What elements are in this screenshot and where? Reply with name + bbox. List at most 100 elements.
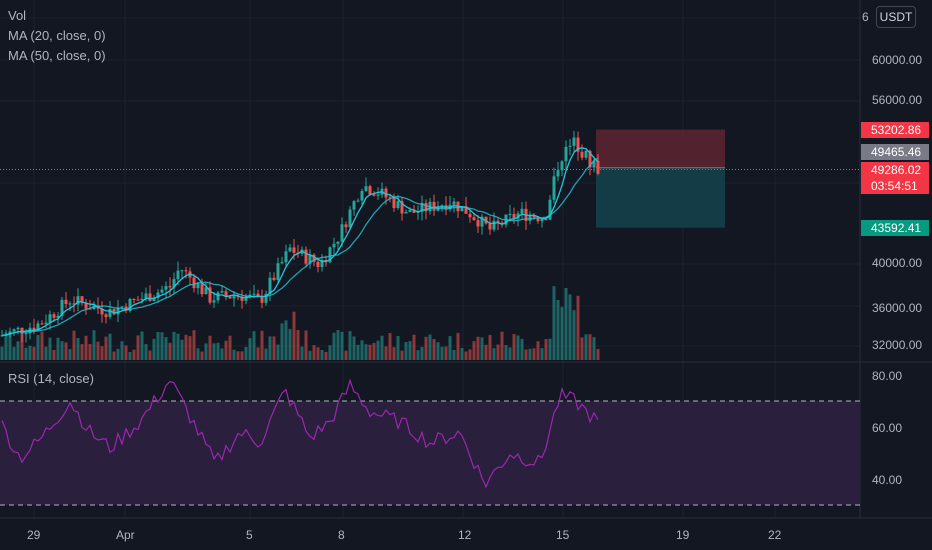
time-axis-label: 12 bbox=[458, 528, 472, 542]
volume-bar bbox=[92, 330, 96, 360]
candle-body bbox=[128, 298, 132, 311]
volume-bar bbox=[504, 345, 508, 360]
volume-bar bbox=[404, 342, 408, 360]
candle-body bbox=[12, 329, 16, 332]
candle-body bbox=[528, 215, 532, 221]
volume-bar bbox=[148, 350, 152, 360]
volume-bar bbox=[440, 346, 444, 360]
volume-bar bbox=[420, 346, 424, 360]
volume-bar bbox=[416, 350, 420, 360]
volume-bar bbox=[52, 350, 56, 360]
volume-bar bbox=[492, 348, 496, 360]
candle-body bbox=[224, 291, 228, 297]
target-price-tag: 43592.41 bbox=[861, 220, 929, 236]
time-axis-label: 15 bbox=[556, 528, 570, 542]
volume-bar bbox=[224, 340, 228, 360]
volume-bar bbox=[356, 344, 360, 360]
volume-bar bbox=[344, 350, 348, 360]
volume-bar bbox=[584, 334, 588, 360]
candle-body bbox=[120, 306, 124, 308]
volume-bar bbox=[588, 334, 592, 360]
candle-body bbox=[180, 270, 184, 272]
candle-body bbox=[140, 298, 144, 301]
volume-bar bbox=[48, 337, 52, 360]
candle-body bbox=[268, 277, 272, 294]
volume-bar bbox=[264, 348, 268, 360]
candle-body bbox=[304, 249, 308, 264]
legend-vol: Vol bbox=[8, 8, 27, 23]
candle-body bbox=[556, 170, 560, 177]
volume-bar bbox=[180, 339, 184, 360]
candle-body bbox=[136, 299, 140, 301]
volume-bar bbox=[104, 336, 108, 360]
volume-bar bbox=[556, 299, 560, 360]
volume-bar bbox=[424, 336, 428, 360]
candle-body bbox=[200, 283, 204, 295]
candle-body bbox=[52, 314, 56, 318]
volume-bar bbox=[360, 340, 364, 360]
volume-bar bbox=[160, 332, 164, 360]
candle-body bbox=[68, 303, 72, 305]
candle-body bbox=[596, 160, 600, 174]
volume-bar bbox=[524, 349, 528, 360]
candle-body bbox=[112, 309, 116, 315]
volume-bar bbox=[116, 348, 120, 360]
price-axis-tick: 40000.00 bbox=[872, 256, 923, 270]
volume-bar bbox=[64, 342, 68, 360]
candle-body bbox=[328, 247, 332, 263]
volume-bar bbox=[244, 346, 248, 360]
volume-bar bbox=[380, 335, 384, 360]
volume-bar bbox=[564, 287, 568, 360]
candle-body bbox=[312, 254, 316, 262]
volume-bar bbox=[596, 349, 600, 360]
volume-bar bbox=[16, 341, 20, 360]
candle-body bbox=[372, 194, 376, 196]
volume-bar bbox=[260, 330, 264, 360]
volume-bar bbox=[200, 351, 204, 360]
volume-bar bbox=[32, 346, 36, 360]
candle-body bbox=[192, 277, 196, 289]
candle-body bbox=[8, 331, 12, 335]
volume-bar bbox=[548, 338, 552, 360]
currency-button[interactable]: USDT bbox=[876, 6, 916, 28]
candle-body bbox=[332, 243, 336, 248]
volume-bar bbox=[88, 344, 92, 360]
time-axis-label: 29 bbox=[27, 528, 41, 542]
candle-body bbox=[184, 270, 188, 272]
candle-body bbox=[164, 286, 168, 290]
candle-body bbox=[252, 293, 256, 295]
volume-bar bbox=[408, 341, 412, 360]
volume-bar bbox=[444, 346, 448, 360]
candle-body bbox=[276, 263, 280, 280]
volume-bar bbox=[540, 348, 544, 360]
volume-bar bbox=[348, 331, 352, 360]
candle-body bbox=[364, 186, 368, 192]
volume-bar bbox=[108, 333, 112, 360]
candle-body bbox=[384, 188, 388, 198]
candle-body bbox=[256, 293, 260, 297]
candle-body bbox=[272, 277, 276, 280]
volume-bar bbox=[208, 335, 212, 360]
volume-bar bbox=[216, 342, 220, 360]
volume-bar bbox=[96, 341, 100, 360]
legend-ma50: MA (50, close, 0) bbox=[8, 48, 106, 63]
volume-bar bbox=[412, 334, 416, 360]
legend-ma20: MA (20, close, 0) bbox=[8, 28, 106, 43]
candle-body bbox=[104, 314, 108, 317]
volume-bar bbox=[256, 347, 260, 360]
candle-body bbox=[460, 206, 464, 212]
time-axis-label: Apr bbox=[116, 528, 135, 542]
price-axis-tick: 60000.00 bbox=[872, 53, 923, 67]
volume-bar bbox=[40, 331, 44, 360]
candle-body bbox=[48, 314, 52, 323]
candle-body bbox=[24, 333, 28, 335]
entry-price-tag: 49465.46 bbox=[861, 144, 929, 160]
volume-bar bbox=[280, 323, 284, 360]
volume-bar bbox=[384, 346, 388, 360]
rsi-line bbox=[1, 378, 599, 489]
volume-bar bbox=[472, 341, 476, 360]
last-price-tag: 49286.02 bbox=[861, 162, 929, 178]
volume-bar bbox=[228, 335, 232, 360]
candle-body bbox=[320, 260, 324, 267]
